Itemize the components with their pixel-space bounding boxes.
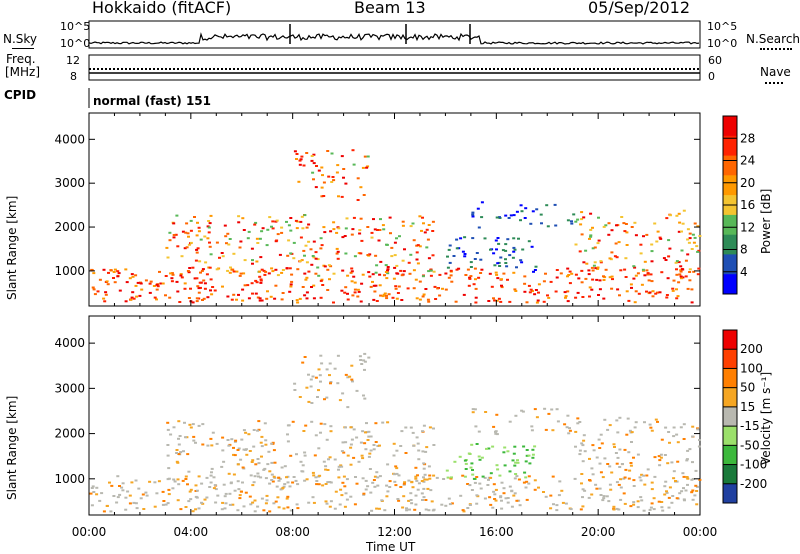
velocity-colorbar-tick: -15 (740, 419, 760, 433)
nave-legend-line (765, 82, 783, 84)
x-tick-label: 08:00 (275, 525, 310, 539)
power-colorbar-tick: 8 (740, 243, 748, 257)
power-ytick-label: 2000 (54, 220, 85, 234)
cpid-value: normal (fast) 151 (93, 94, 211, 108)
power-ytick-label: 4000 (54, 132, 85, 146)
power-plot-frame (88, 112, 701, 307)
x-axis-label: Time UT (366, 540, 416, 554)
velocity-colorbar-tick: -200 (740, 477, 767, 491)
power-colorbar-tick: 4 (740, 265, 748, 279)
nave-label: Nave (760, 65, 791, 79)
noise-tick-low-left: 10^0 (60, 37, 91, 50)
velocity-colorbar-tick: 50 (740, 381, 755, 395)
velocity-colorbar-tick: -50 (740, 438, 760, 452)
power-colorbar-tick: 20 (740, 176, 755, 190)
station-title: Hokkaido (fitACF) (92, 0, 232, 17)
x-tick-label: 00:00 (683, 525, 718, 539)
velocity-colorbar-tick: 100 (740, 361, 763, 375)
nave-tick-low: 0 (708, 70, 715, 83)
velocity-colorbar-tick: 15 (740, 400, 755, 414)
velocity-ytick-label: 4000 (54, 336, 85, 350)
freq-unit-label: [MHz] (5, 65, 41, 79)
x-tick-label: 16:00 (479, 525, 514, 539)
freq-label: Freq. (6, 52, 36, 66)
power-colorbar-tick: 24 (740, 154, 755, 168)
velocity-colorbar: 200 100 50 15 -15 -50 -100 -200 (722, 329, 767, 504)
x-tick-label: 04:00 (174, 525, 209, 539)
x-tick-label: 20:00 (581, 525, 616, 539)
date-title: 05/Sep/2012 (588, 0, 691, 17)
noise-tick-high-right: 10^5 (707, 20, 738, 33)
noise-tick-low-right: 10^0 (707, 37, 738, 50)
velocity-ytick-label: 3000 (54, 381, 85, 395)
velocity-ytick-label: 2000 (54, 427, 85, 441)
power-colorbar-label: Power [dB] (759, 188, 773, 254)
velocity-colorbar-tick: -100 (740, 458, 767, 472)
nsearch-label: N.Search (746, 32, 800, 46)
power-ytick-label: 1000 (54, 264, 85, 278)
noise-tick-high-left: 10^5 (60, 20, 91, 33)
freq-tick-low: 8 (70, 70, 77, 83)
nsky-label: N.Sky (3, 32, 38, 46)
beam-title: Beam 13 (354, 0, 426, 17)
summary-panels-svg (88, 20, 701, 108)
power-ytick-label: 3000 (54, 176, 85, 190)
cpid-label: CPID (4, 88, 37, 102)
velocity-backscatter (89, 352, 702, 513)
nsky-legend-line (12, 48, 34, 49)
power-colorbar-tick: 28 (740, 131, 755, 145)
x-tick-label: 00:00 (72, 525, 107, 539)
power-colorbar-tick: 16 (740, 198, 755, 212)
noise-panel-frame (88, 20, 701, 49)
velocity-colorbar-tick: 200 (740, 342, 763, 356)
x-tick-label: 12:00 (377, 525, 412, 539)
power-colorbar: 28 24 20 16 12 8 4 (722, 115, 755, 295)
power-backscatter (90, 149, 702, 304)
freq-panel-frame (88, 54, 701, 81)
freq-tick-high: 12 (66, 54, 80, 67)
power-colorbar-tick: 12 (740, 220, 755, 234)
nsearch-legend-line (760, 48, 792, 50)
noise-trace (88, 24, 700, 45)
nave-tick-high: 60 (708, 54, 722, 67)
velocity-colorbar-label: Velocity [m s⁻¹] (759, 371, 773, 465)
velocity-ytick-label: 1000 (54, 472, 85, 486)
